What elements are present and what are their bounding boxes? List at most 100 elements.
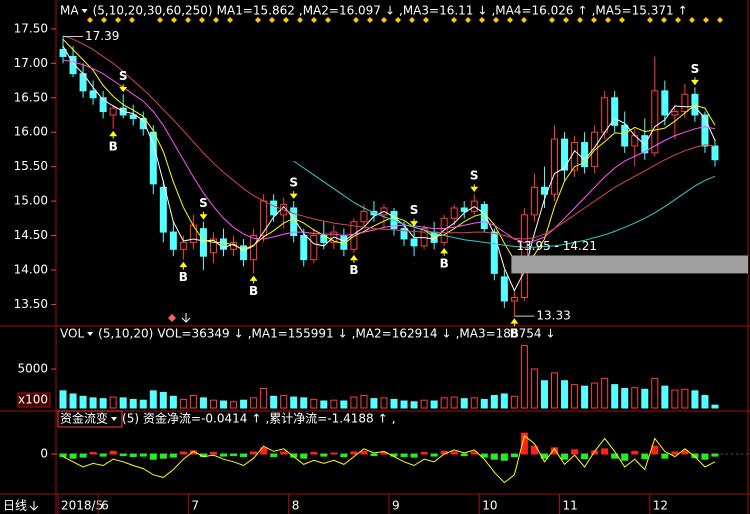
y-tick-label: 16.00 — [14, 125, 48, 139]
dropdown-icon[interactable] — [87, 332, 94, 336]
signal-label: S — [119, 69, 128, 83]
bar — [79, 453, 87, 458]
bar — [350, 451, 358, 455]
marker-diamond — [409, 17, 415, 23]
candle-body — [400, 228, 408, 240]
candle-body — [500, 276, 508, 302]
candle-body — [701, 114, 709, 147]
bar — [691, 390, 699, 409]
signal-label: S — [289, 176, 298, 190]
bar — [280, 395, 288, 409]
bar — [129, 453, 137, 458]
legend-box — [57, 410, 123, 428]
marker-diamond — [87, 17, 93, 23]
bar — [179, 398, 187, 409]
y-tick-label: 17.00 — [14, 56, 48, 70]
bar — [520, 432, 528, 455]
bar — [340, 453, 348, 458]
signal-label: B — [109, 139, 118, 153]
marker-diamond — [717, 17, 723, 23]
bar — [661, 385, 669, 409]
candle-body — [260, 200, 268, 237]
marker-diamond — [227, 17, 233, 23]
bar — [300, 397, 308, 409]
signal-arrow — [510, 318, 519, 327]
candle-body — [490, 231, 498, 274]
dropdown-icon[interactable] — [111, 417, 118, 421]
bar — [380, 397, 388, 409]
marker-diamond — [521, 17, 527, 23]
candle-body — [460, 207, 468, 212]
marker-diamond — [591, 17, 597, 23]
bar — [219, 453, 228, 457]
ma-line — [62, 45, 716, 292]
candle-body — [300, 235, 308, 261]
bar — [430, 400, 438, 409]
candle-body — [561, 138, 569, 171]
x-tick-label: 6 — [101, 499, 109, 513]
marker-diamond — [311, 17, 317, 23]
candle-body — [139, 117, 147, 130]
bar — [440, 397, 448, 409]
bar — [59, 453, 67, 458]
bar — [230, 453, 238, 457]
candle-body — [591, 131, 599, 168]
bar — [510, 395, 518, 409]
marker-diamond — [171, 17, 177, 23]
bar — [69, 453, 77, 459]
bar — [450, 396, 458, 409]
legend-item: 资金净流=-0.0414 — [143, 411, 247, 426]
candle-body — [59, 49, 67, 57]
marker-diamond — [675, 17, 681, 23]
bar — [651, 377, 659, 409]
event-marker — [168, 314, 176, 322]
bar — [490, 453, 498, 460]
signal-arrow — [470, 184, 479, 193]
bar — [179, 451, 187, 455]
candle-body — [480, 204, 488, 230]
legend-item: (5,10,20,30,60,250) — [93, 4, 213, 18]
bar — [550, 447, 559, 455]
bar — [199, 397, 207, 409]
marker-diamond — [269, 17, 275, 23]
bar — [209, 399, 217, 409]
marker-diamond — [507, 17, 513, 23]
candle-body — [510, 297, 518, 302]
legend-item: ↑ — [251, 412, 261, 426]
bar — [611, 384, 619, 409]
signal-arrow — [349, 254, 358, 263]
bar — [540, 380, 548, 409]
marker-diamond — [199, 17, 205, 23]
candle-body — [671, 111, 679, 116]
candle-body — [199, 228, 207, 257]
legend-item: VOL — [60, 327, 84, 341]
y-tick-label: 15.50 — [14, 159, 48, 173]
annotation-label: 13.33 — [536, 309, 570, 323]
marker-diamond — [647, 17, 653, 23]
bar — [651, 445, 659, 455]
bar — [671, 389, 679, 409]
bar — [430, 453, 438, 457]
marker-diamond — [129, 17, 135, 23]
legend-item: ,MA2=16.097 — [299, 4, 381, 18]
y-tick-label: 16.50 — [14, 90, 48, 104]
marker-diamond — [115, 17, 121, 23]
marker-diamond — [479, 17, 485, 23]
bar — [99, 398, 107, 409]
bar — [370, 453, 378, 457]
period-dropdown[interactable] — [29, 501, 39, 511]
y-tick-label: 5000 — [17, 361, 48, 375]
bar — [480, 453, 488, 458]
bar — [591, 382, 599, 409]
dropdown-icon[interactable] — [81, 9, 88, 13]
candle-body — [250, 235, 258, 261]
candle-body — [240, 245, 248, 261]
legend-item: ↓ — [338, 327, 348, 341]
candle-body — [89, 90, 97, 99]
bar — [581, 385, 589, 409]
candle-body — [581, 142, 589, 168]
bar — [520, 345, 528, 409]
marker-diamond — [549, 17, 555, 23]
bar — [209, 451, 217, 455]
bar — [370, 398, 378, 409]
